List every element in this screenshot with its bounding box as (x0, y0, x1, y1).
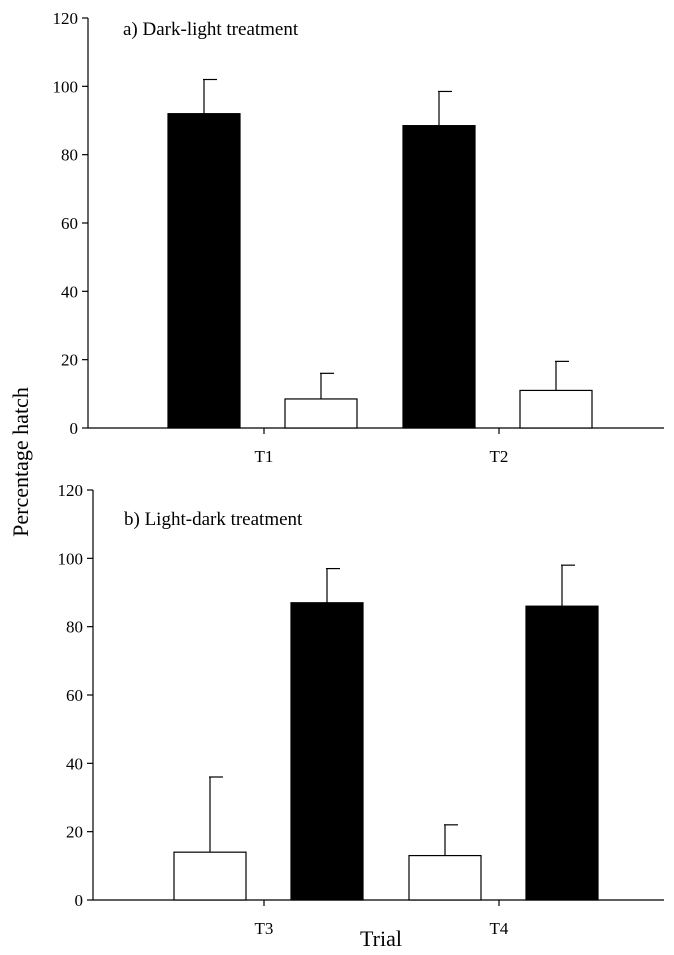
y-tick-label: 120 (58, 481, 84, 500)
y-tick-label: 60 (66, 686, 83, 705)
panel-title: a) Dark-light treatment (123, 19, 299, 40)
bar (402, 125, 476, 429)
y-tick-label: 40 (66, 754, 83, 773)
bar (525, 605, 599, 901)
y-tick-label: 0 (75, 891, 84, 910)
y-tick-label: 0 (70, 419, 79, 438)
y-tick-label: 20 (66, 823, 83, 842)
x-tick-label: T1 (255, 447, 274, 466)
y-tick-label: 80 (66, 618, 83, 637)
y-tick-label: 60 (61, 214, 78, 233)
x-tick-label: T3 (255, 919, 274, 938)
chart-panel-1: 0 20 40 60 80 100 120 T1 T2 a) Dark-light treatme… (53, 9, 664, 466)
y-tick-label: 40 (61, 282, 78, 301)
bar (519, 389, 593, 429)
bar (284, 398, 358, 429)
x-axis-title: Trial (360, 926, 402, 951)
bar (290, 602, 364, 901)
x-tick-label: T4 (490, 919, 509, 938)
x-tick-label: T2 (490, 447, 509, 466)
bar (408, 854, 482, 901)
panel-title: b) Light-dark treatment (124, 509, 303, 530)
y-tick-label: 20 (61, 351, 78, 370)
chart-panel-2: 0 20 40 60 80 100 120 T3 T4 b) Light-dark treatme… (58, 481, 664, 938)
bar (173, 851, 247, 901)
y-tick-label: 80 (61, 146, 78, 165)
y-tick-label: 120 (53, 9, 79, 28)
bar (167, 113, 241, 429)
y-tick-label: 100 (58, 549, 84, 568)
y-tick-label: 100 (53, 77, 79, 96)
y-axis-title: Percentage hatch (8, 387, 33, 537)
